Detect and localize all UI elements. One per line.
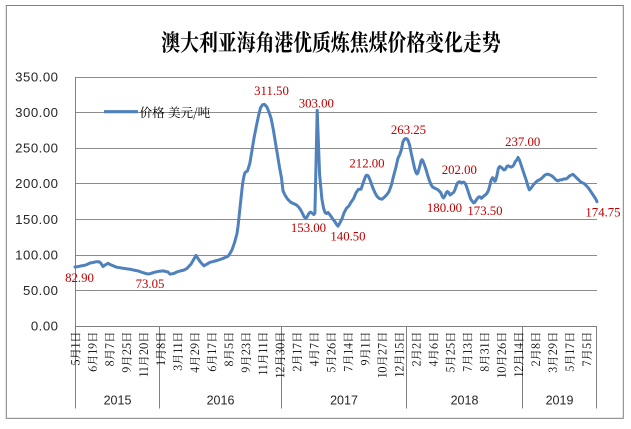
- svg-text:150.00: 150.00: [15, 212, 58, 227]
- svg-text:82.90: 82.90: [65, 271, 94, 285]
- svg-text:350.00: 350.00: [15, 70, 58, 85]
- svg-text:0.00: 0.00: [31, 319, 59, 334]
- svg-text:212.00: 212.00: [349, 156, 384, 170]
- svg-text:73.05: 73.05: [136, 277, 165, 291]
- svg-text:300.00: 300.00: [15, 105, 58, 120]
- svg-text:250.00: 250.00: [15, 141, 58, 156]
- svg-text:237.00: 237.00: [505, 135, 540, 149]
- svg-text:303.00: 303.00: [299, 97, 334, 111]
- svg-text:173.50: 173.50: [467, 204, 502, 218]
- svg-text:2015: 2015: [104, 394, 132, 408]
- svg-text:263.25: 263.25: [391, 123, 426, 137]
- svg-text:2018: 2018: [451, 394, 479, 408]
- svg-text:311.50: 311.50: [254, 84, 289, 98]
- svg-text:140.50: 140.50: [330, 230, 365, 244]
- svg-text:174.75: 174.75: [585, 206, 620, 220]
- svg-text:153.00: 153.00: [291, 221, 326, 235]
- svg-text:202.00: 202.00: [442, 163, 477, 177]
- svg-text:180.00: 180.00: [427, 201, 462, 215]
- svg-text:50.00: 50.00: [23, 283, 59, 298]
- svg-text:2019: 2019: [546, 394, 574, 408]
- svg-text:2017: 2017: [330, 394, 358, 408]
- svg-text:200.00: 200.00: [15, 176, 58, 191]
- svg-text:100.00: 100.00: [15, 247, 58, 262]
- svg-text:2016: 2016: [207, 394, 235, 408]
